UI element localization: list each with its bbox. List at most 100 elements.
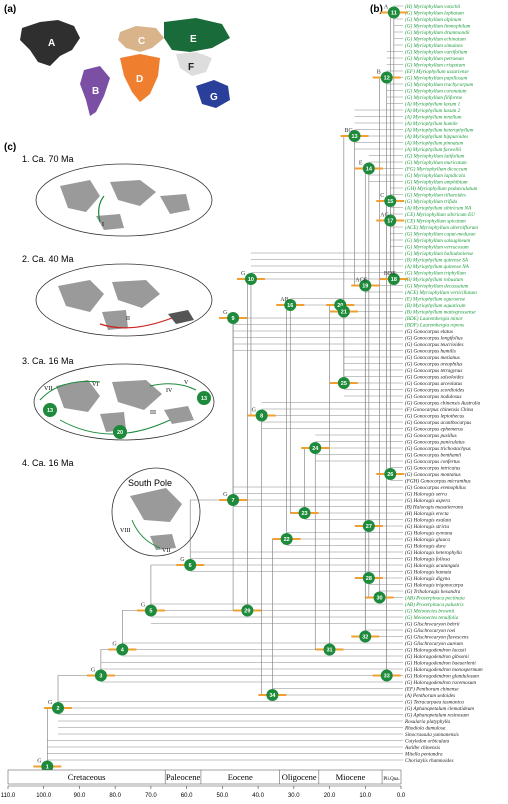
node-13 [348,130,361,142]
taxon-label: (G) Haloragis trigonocarpa [405,581,464,588]
node-14 [362,162,375,175]
taxon-label: (AB) Proserpinaca pectinata [405,594,465,601]
tree-branch [232,318,248,611]
node-4 [116,643,129,656]
time-axis: Cretaceous Paleocene Eocene Oligocene Miocen… [1,769,406,799]
node-18 [387,273,400,285]
taxon-label: (G) Myriophyllum coronatum [405,87,467,94]
ancestral-area-label: BG [345,128,354,134]
taxon-label: (BDE) Laurembergia minor [405,315,464,322]
node-label-23: 23 [301,511,307,517]
ancestral-area-label: A [384,5,389,11]
taxon-label: (G) Haloragis stricta [405,523,450,530]
tree-branch [354,136,366,286]
tree-branch [304,447,316,513]
region-E-shape [164,18,230,52]
tree-branch [247,278,251,611]
taxon-label: (BDF) Laurembergia repens [405,321,464,328]
taxon-label: (G) Gonocarpus longifolius [405,334,463,341]
node-10 [244,273,257,285]
taxon-label: (G) Haloragodendron monospermum [405,666,483,673]
taxon-label: (EF) Myriophyllum ussuriense [405,68,469,75]
taxon-label: (A) Myriophyllum heterophyllum [405,126,474,133]
node-26 [384,468,397,480]
node-label-22: 22 [284,537,290,543]
taxon-label: (G) Myriophyllum filiforme [405,94,463,101]
node-8 [255,409,268,422]
panel-label-b: (b) [370,4,383,15]
period-label: Cretaceous [68,772,106,782]
phylogenetic-tree: (H) Myriophyllum votschii(G) Myriophyllu… [33,3,483,773]
taxon-label: (B) Haloragis masatierrana [405,503,464,510]
taxon-label: (G) Gonocarpus chinensis Australia [405,399,481,406]
node-31 [323,643,336,656]
node-33 [380,669,393,682]
node-label-4: 4 [121,648,125,654]
ancestral-area-label: G [91,668,96,674]
node-28 [362,572,375,584]
taxon-label: (G) Glischrocaryon aureum [405,640,463,647]
taxon-label: (G) Myriophyllum verrucosum [405,243,469,250]
region-G-shape [196,80,230,108]
region-label-G: G [210,92,218,103]
node-23 [298,507,311,519]
node-19 [359,279,372,292]
ancestral-area-label: G [252,408,257,414]
taxon-label: (G) Haloragis hamata [405,568,452,575]
node-22 [280,533,293,545]
taxon-label: (G) Myriophyllum papillosum [405,74,467,81]
node-label-14: 14 [366,167,373,173]
node-32 [359,630,372,643]
taxon-label: (G) Haloragodendron gibsonii [405,653,469,660]
node-label-11: 11 [391,11,397,17]
region-label-D: D [136,74,143,85]
stage-1-map: 1. Ca. 70 Ma I [22,154,213,237]
ancestral-area-label: ACE [355,278,367,284]
axis-tick-label: 0.0 [397,793,406,799]
period-label: Paleocene [166,772,201,782]
taxon-label: (G) Gonocarpus montanus [405,471,461,478]
taxon-label: (G) Gonocarpus salsoloides [405,373,464,380]
dispersal-III-label: III [150,410,156,416]
stage-3-map: 3. Ca. 16 Ma VI III IV V VII 13 20 13 [22,356,215,441]
taxon-label: (H) Haloragis erecta [405,510,449,517]
node-label-2: 2 [56,706,59,712]
node-label-1: 1 [46,765,49,771]
node-label-25: 25 [341,381,347,387]
taxon-label: (G) Haloragis foliosa [405,555,450,562]
node-label-31: 31 [326,648,332,654]
taxon-label: (G) Myriophyllum triphyllum [405,269,466,276]
node-label-34: 34 [269,693,276,699]
taxon-label: (A) Myriophyllum sibiricum NA [405,204,472,211]
region-A-shape [20,20,80,66]
taxon-label: (G) Gonocarpus paniculatus [405,438,465,445]
period-bar [7,769,402,785]
ancestral-area-label: B [377,70,381,76]
region-F-shape [176,52,212,76]
node-1 [41,760,54,773]
taxon-label: (G) Haloragodendron racemosum [405,679,476,686]
taxon-label: (G) Gonocarpus benthamii [405,451,462,458]
node-30 [373,591,386,604]
axis-tick-label: 60.0 [181,793,193,799]
taxon-label: (G) Haloragodendron baeuerlenii [405,659,476,666]
dispersal-II-label: II [126,316,130,322]
taxon-label: (FG) Myriophyllum dicoccum [405,165,467,172]
axis-tick-label: 30.0 [288,793,300,799]
region-label-F: F [188,62,194,73]
taxon-label: (G) Myriophyllum trifida [405,198,458,205]
ancestral-area-label: AG [380,213,389,219]
region-B-shape [80,66,110,116]
region-label-E: E [190,34,197,45]
node-label-10: 10 [248,277,254,283]
node-label-24: 24 [312,446,319,452]
map-node-13b: 13 [201,396,207,402]
taxon-label: (G) Myriophyllum caput-medusae [405,230,476,237]
taxon-label: (G) Gonocarpus tetragynus [405,367,462,374]
taxon-label: (ACE) Myriophyllum verticillatum [405,289,477,296]
taxon-label: (G) Myriophyllum lophatum [405,9,464,16]
taxon-label: (G) Gonocarpus pusillus [405,432,457,439]
taxon-label: (G) Myriophyllum petraeum [405,55,464,62]
taxon-label: (CE) Myriophyllum sibiricum EU [405,211,476,218]
taxon-label: (G) Myriophyllum limnophilum [405,22,471,29]
